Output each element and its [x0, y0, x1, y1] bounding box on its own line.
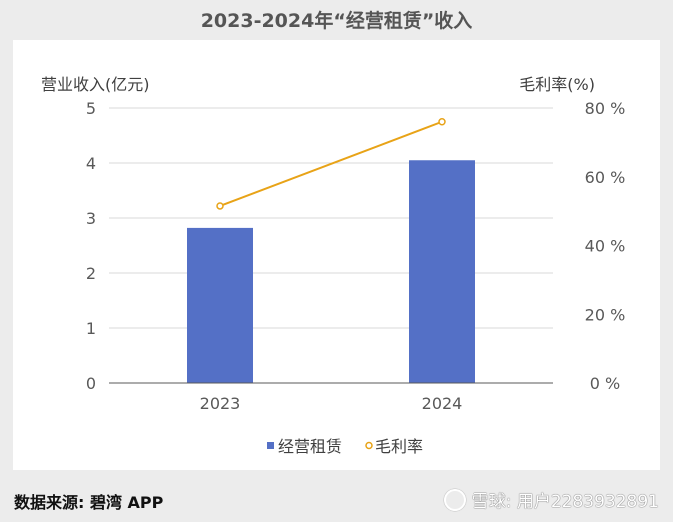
- combo-chart: 0 1 2 3 4 5 0 % 20 % 40 % 60 % 80 % 2023 2024 营业收入(亿…: [41, 75, 626, 456]
- gridlines: [109, 107, 553, 329]
- bars: [187, 160, 475, 383]
- legend: 经营租赁 毛利率: [267, 437, 423, 456]
- line-point: [438, 118, 446, 126]
- snowball-logo-icon: [443, 488, 466, 511]
- y2-axis-title: 毛利率(%): [519, 75, 595, 94]
- legend-bar-label: 经营租赁: [278, 437, 342, 456]
- y2-tick-label: 20 %: [585, 305, 626, 324]
- margin-line: [216, 118, 446, 210]
- y-tick-label: 5: [86, 99, 96, 118]
- legend-line-swatch: [365, 441, 373, 450]
- y2-tick-label: 60 %: [585, 168, 626, 187]
- legend-bar-swatch: [267, 442, 274, 449]
- y-tick-label: 0: [86, 374, 96, 393]
- x-tick-label: 2023: [200, 394, 241, 413]
- watermark-text: 雪球: 用户2283932891: [471, 492, 659, 512]
- y2-tick-label: 80 %: [585, 99, 626, 118]
- y-tick-label: 1: [86, 319, 96, 338]
- y-tick-label: 2: [86, 264, 96, 283]
- y-axis-title: 营业收入(亿元): [41, 75, 150, 94]
- line-point: [216, 202, 224, 210]
- data-source: 数据来源: 碧湾 APP: [14, 493, 164, 512]
- margin-line-path: [219, 120, 443, 207]
- watermark: 雪球: 用户2283932891: [443, 487, 659, 512]
- y-tick-label: 4: [86, 154, 96, 173]
- chart-panel: 0 1 2 3 4 5 0 % 20 % 40 % 60 % 80 % 2023 2024 营业收入(亿…: [13, 40, 660, 470]
- x-tick-label: 2024: [422, 394, 463, 413]
- y2-tick-label: 40 %: [585, 237, 626, 256]
- y-tick-label: 3: [86, 209, 96, 228]
- bar: [187, 227, 253, 383]
- legend-line-label: 毛利率: [375, 437, 423, 456]
- axes: 0 1 2 3 4 5 0 % 20 % 40 % 60 % 80 % 2023 2024: [86, 99, 626, 413]
- bar: [409, 160, 475, 383]
- y2-tick-label: 0 %: [590, 374, 620, 393]
- chart-title: 2023-2024年“经营租赁”收入: [200, 10, 473, 32]
